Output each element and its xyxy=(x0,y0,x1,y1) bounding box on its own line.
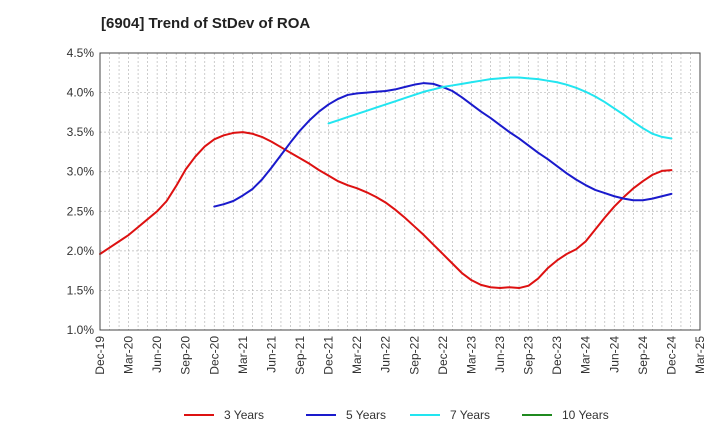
x-tick-label: Jun-24 xyxy=(607,336,621,373)
y-tick-label: 4.0% xyxy=(67,86,95,100)
y-tick-label: 2.5% xyxy=(67,204,95,218)
x-tick-label: Sep-21 xyxy=(293,336,307,375)
x-tick-label: Mar-24 xyxy=(579,336,593,374)
x-tick-label: Mar-23 xyxy=(464,336,478,374)
grid xyxy=(100,52,700,331)
x-tick-label: Dec-21 xyxy=(322,336,336,375)
x-tick-label: Mar-21 xyxy=(236,336,250,374)
x-tick-label: Dec-19 xyxy=(93,336,107,375)
plot-frame xyxy=(99,52,701,331)
x-tick-label: Jun-23 xyxy=(493,336,507,373)
legend-label-3-years: 3 Years xyxy=(224,408,264,422)
x-tick-label: Dec-22 xyxy=(436,336,450,375)
y-tick-label: 3.0% xyxy=(67,165,95,179)
x-tick-label: Mar-25 xyxy=(693,336,707,374)
x-tick-label: Dec-20 xyxy=(207,336,221,375)
x-tick-label: Mar-20 xyxy=(122,336,136,374)
legend-label-10-years: 10 Years xyxy=(562,408,609,422)
y-tick-label: 1.0% xyxy=(67,323,95,337)
x-tick-label: Sep-24 xyxy=(636,336,650,375)
y-axis-ticks: 1.0% 1.5% 2.0% 2.5% 3.0% 3.5% 4.0% 4.5% xyxy=(67,46,95,337)
x-tick-label: Mar-22 xyxy=(350,336,364,374)
legend-label-7-years: 7 Years xyxy=(450,408,490,422)
x-axis-ticks: Dec-19 Mar-20 Jun-20 Sep-20 Dec-20 Mar-21 Jun-… xyxy=(93,336,707,375)
series-lines xyxy=(99,76,673,290)
y-tick-label: 2.0% xyxy=(67,244,95,258)
x-tick-label: Jun-21 xyxy=(264,336,278,373)
x-tick-label: Jun-22 xyxy=(379,336,393,373)
x-tick-label: Sep-23 xyxy=(522,336,536,375)
y-tick-label: 4.5% xyxy=(67,46,95,60)
x-tick-label: Dec-23 xyxy=(550,336,564,375)
series-line-7-years xyxy=(327,76,673,140)
x-tick-label: Sep-20 xyxy=(179,336,193,375)
series-line-3-years xyxy=(99,131,673,290)
x-tick-label: Dec-24 xyxy=(664,336,678,375)
y-tick-label: 1.5% xyxy=(67,283,95,297)
x-tick-label: Jun-20 xyxy=(150,336,164,373)
legend: 3 Years 5 Years 7 Years 10 Years xyxy=(184,408,609,422)
legend-label-5-years: 5 Years xyxy=(346,408,386,422)
x-tick-label: Sep-22 xyxy=(407,336,421,375)
y-tick-label: 3.5% xyxy=(67,125,95,139)
chart-title: [6904] Trend of StDev of ROA xyxy=(101,15,311,32)
